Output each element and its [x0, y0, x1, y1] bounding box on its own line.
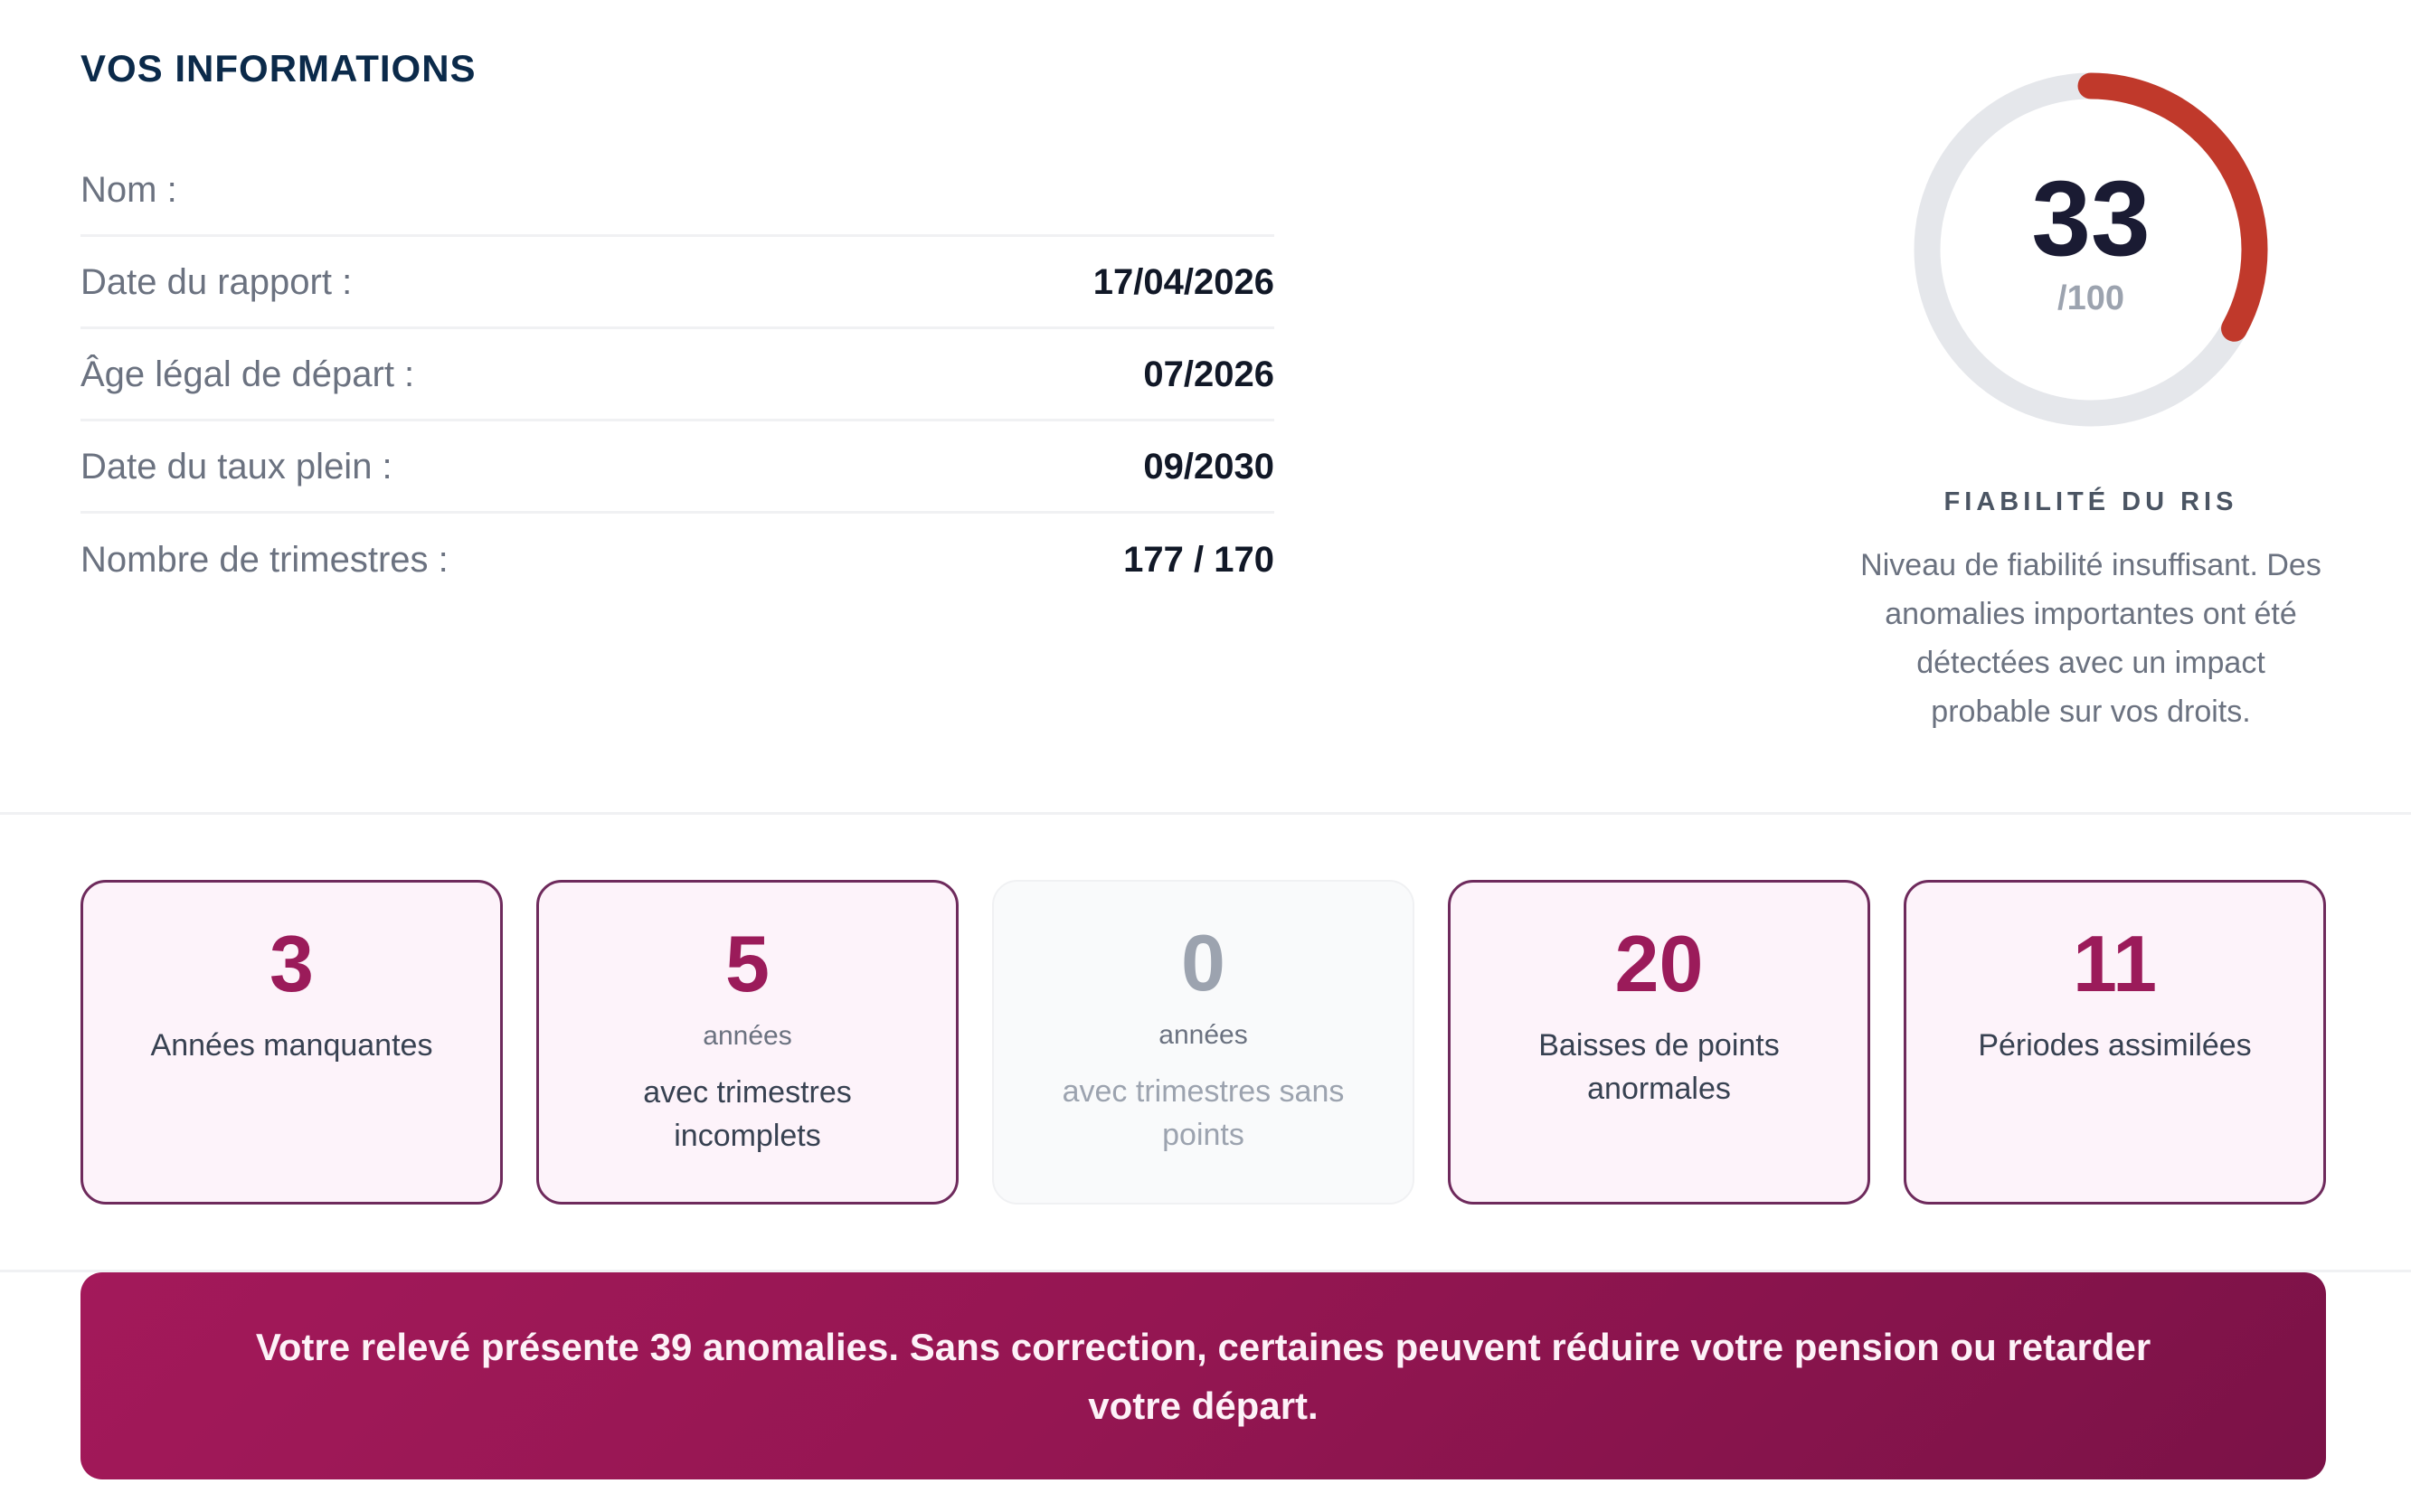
info-label: Âge légal de départ :: [80, 354, 415, 394]
stat-label: Baisses de points anormales: [1538, 1028, 1780, 1106]
stat-card-abnormal-point-drops: 20 Baisses de points anormales: [1448, 880, 1870, 1205]
stat-label: avec trimestres sans points: [1062, 1074, 1345, 1152]
stat-cards: 3 Années manquantes 5 années avec trimes…: [80, 880, 2326, 1205]
info-label: Date du taux plein :: [80, 446, 392, 487]
stat-label: Périodes assimilées: [1978, 1028, 2252, 1063]
stat-label: Années manquantes: [150, 1028, 433, 1063]
stat-card-assimilated-periods: 11 Périodes assimilées: [1904, 880, 2326, 1205]
info-row-name: Nom :: [80, 145, 1274, 237]
stat-number: 11: [2072, 919, 2158, 1008]
reliability-gauge: 33 /100: [1910, 69, 2272, 430]
section-title: VOS INFORMATIONS: [80, 47, 477, 90]
info-row-quarters: Nombre de trimestres : 177 / 170: [80, 514, 1274, 606]
stat-unit: années: [1158, 1020, 1248, 1050]
info-label: Nombre de trimestres :: [80, 540, 449, 580]
gauge-description: Niveau de fiabilité insuffisant. Des ano…: [1860, 548, 2321, 729]
info-label: Nom :: [80, 169, 177, 210]
info-value: 07/2026: [1143, 354, 1274, 394]
info-value: 17/04/2026: [1092, 261, 1274, 302]
gauge-caption: FIABILITÉ DU RIS: [1943, 487, 2238, 516]
stat-number: 20: [1614, 919, 1704, 1008]
info-row-legal-age: Âge légal de départ : 07/2026: [80, 329, 1274, 421]
stat-number: 3: [269, 919, 314, 1008]
info-row-full-rate-date: Date du taux plein : 09/2030: [80, 421, 1274, 514]
gauge-ring-icon: [1914, 72, 2268, 427]
stat-number: 5: [725, 919, 770, 1008]
gauge-max: /100: [2057, 279, 2124, 317]
stat-card-missing-years: 3 Années manquantes: [80, 880, 503, 1205]
info-list: Nom : Date du rapport : 17/04/2026 Âge l…: [80, 145, 1274, 606]
gauge-arc: [1914, 72, 2268, 427]
stat-number: 0: [1181, 918, 1225, 1007]
info-label: Date du rapport :: [80, 261, 353, 302]
gauge-score: 33: [2031, 159, 2151, 279]
stat-card-quarters-without-points: 0 années avec trimestres sans points: [992, 880, 1414, 1205]
alert-text: Votre relevé présente 39 anomalies. Sans…: [255, 1325, 2151, 1427]
stat-label: avec trimestres incomplets: [643, 1075, 852, 1153]
section-divider: [0, 1270, 2411, 1272]
anomalies-alert-banner: Votre relevé présente 39 anomalies. Sans…: [80, 1272, 2326, 1479]
info-row-report-date: Date du rapport : 17/04/2026: [80, 237, 1274, 329]
info-value: 09/2030: [1143, 446, 1274, 487]
info-value: 177 / 170: [1123, 540, 1274, 580]
stat-card-incomplete-quarters: 5 années avec trimestres incomplets: [536, 880, 959, 1205]
stat-unit: années: [703, 1021, 792, 1051]
section-divider: [0, 812, 2411, 815]
